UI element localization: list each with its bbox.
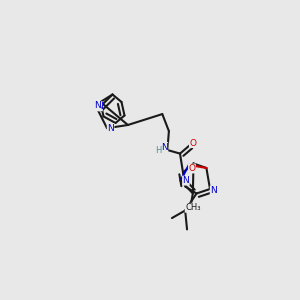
Text: N: N	[107, 124, 114, 133]
Text: H: H	[155, 146, 162, 155]
Text: N: N	[94, 101, 101, 110]
Text: N: N	[96, 102, 102, 111]
Text: O: O	[189, 139, 197, 148]
Text: O: O	[188, 164, 195, 173]
Text: N: N	[182, 176, 189, 185]
Text: N: N	[210, 186, 217, 195]
Text: N: N	[161, 142, 168, 152]
Text: CH₃: CH₃	[185, 203, 201, 212]
